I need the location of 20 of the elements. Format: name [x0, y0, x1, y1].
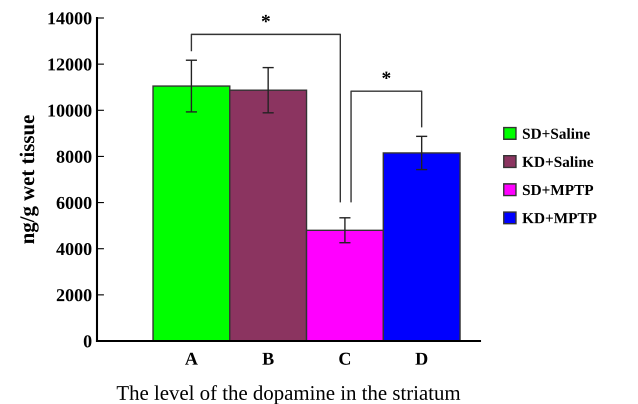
legend-label: KD+Saline	[522, 156, 594, 168]
y-tick-label: 12000	[48, 58, 92, 71]
y-tick-label: 6000	[56, 196, 92, 210]
y-tick-label: 14000	[48, 12, 92, 24]
legend-label: SD+Saline	[522, 128, 590, 139]
x-tick-label: A	[185, 352, 198, 365]
x-axis-title: The level of the dopamine in the striatum	[116, 385, 460, 404]
y-tick-label: 8000	[56, 150, 92, 163]
x-tick-label: C	[339, 352, 350, 365]
annotation: *	[262, 14, 270, 22]
y-tick-label: 0	[84, 335, 92, 348]
x-tick-label: B	[262, 352, 274, 365]
y-tick-label: 4000	[56, 242, 92, 256]
legend-label: SD+MPTP	[522, 184, 594, 196]
y-tick-label: 2000	[56, 289, 92, 302]
legend-label: KD+MPTP	[522, 213, 597, 224]
annotation: *	[382, 72, 390, 80]
x-tick-label: D	[415, 352, 428, 365]
y-axis-title: ng/g wet tissue	[20, 115, 39, 244]
y-tick-label: 10000	[48, 104, 92, 117]
